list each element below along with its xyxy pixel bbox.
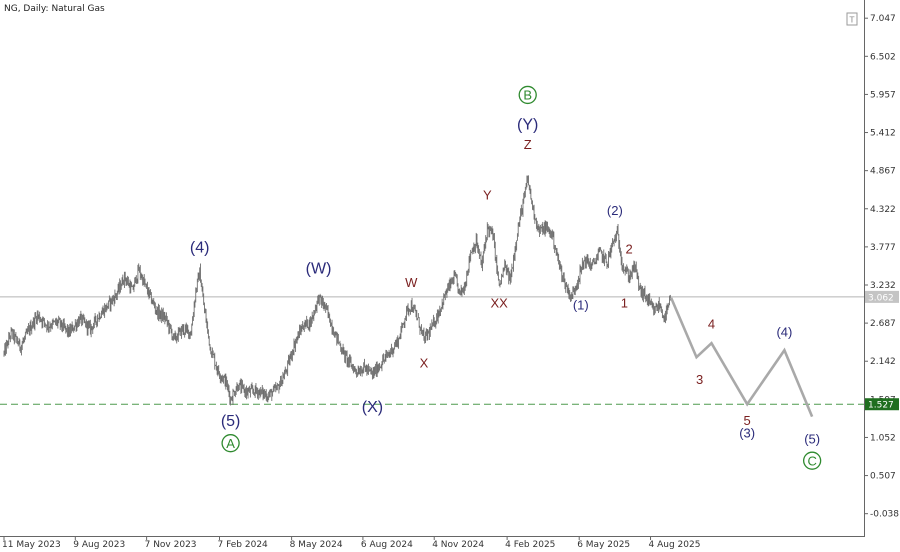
support-price-tag — [865, 398, 899, 411]
wave-circle — [221, 434, 240, 453]
support-price-label: 1.527 — [868, 401, 894, 411]
wave-label: (Y) — [517, 116, 538, 133]
wave-label: 1 — [621, 295, 628, 310]
y-tick-label: 4.867 — [870, 167, 896, 177]
wave-label: A — [226, 436, 235, 451]
y-tick-label: 2.687 — [870, 319, 896, 329]
x-tick-label: 11 May 2023 — [2, 540, 61, 550]
wave-label: (5) — [804, 432, 820, 447]
x-tick-label: 4 Nov 2024 — [432, 540, 484, 550]
wave-label: XX — [491, 295, 509, 310]
forecast-path — [669, 297, 814, 418]
wave-circle — [518, 85, 537, 105]
chart-title: NG, Daily: Natural Gas — [4, 4, 105, 14]
wave-label: 2 — [626, 241, 633, 256]
wave-label: (1) — [573, 297, 589, 312]
info-icon[interactable]: T — [846, 12, 858, 26]
y-tick-label: 7.047 — [870, 14, 896, 24]
current-price-label: 3.062 — [868, 293, 894, 303]
wave-label: (5) — [221, 413, 241, 430]
wave-label: 5 — [744, 413, 751, 428]
wave-label: (2) — [607, 203, 623, 218]
current-price-tag — [865, 290, 899, 303]
y-tick-label: -0.038 — [870, 510, 899, 520]
wave-label: Y — [483, 188, 492, 203]
y-tick-label: 0.507 — [870, 472, 896, 482]
x-tick-label: 9 Aug 2023 — [73, 540, 125, 550]
wave-label: Z — [524, 137, 532, 152]
wave-label: 4 — [708, 316, 715, 331]
wave-label: W — [405, 275, 418, 290]
wave-label: (4) — [776, 325, 792, 340]
wave-label: (4) — [190, 239, 210, 256]
x-tick-label: 6 Aug 2024 — [361, 540, 413, 550]
y-tick-label: 6.502 — [870, 52, 896, 62]
wave-label: (W) — [306, 260, 332, 277]
wave-label: B — [523, 88, 532, 103]
y-tick-label: 5.957 — [870, 90, 896, 100]
y-tick-label: 4.322 — [870, 205, 896, 215]
y-tick-label: 2.142 — [870, 357, 896, 367]
svg-text:T: T — [849, 16, 855, 25]
y-tick-label: 1.052 — [870, 433, 896, 443]
x-tick-label: 7 Feb 2024 — [218, 540, 269, 550]
x-tick-label: 4 Aug 2025 — [649, 540, 701, 550]
wave-label: 3 — [696, 372, 703, 387]
y-tick-label: 5.412 — [870, 129, 896, 139]
x-tick-label: 4 Feb 2025 — [505, 540, 555, 550]
x-tick-label: 8 May 2024 — [290, 540, 343, 550]
wave-label: (3) — [739, 425, 755, 440]
wave-circle — [802, 451, 822, 470]
wave-label: (X) — [362, 399, 383, 416]
x-tick-label: 6 May 2025 — [577, 540, 630, 550]
wave-label: X — [420, 355, 429, 370]
y-tick-label: 3.777 — [870, 243, 896, 253]
y-tick-label: 3.232 — [870, 281, 896, 291]
wave-label: C — [807, 453, 816, 468]
x-tick-label: 7 Nov 2023 — [145, 540, 197, 550]
